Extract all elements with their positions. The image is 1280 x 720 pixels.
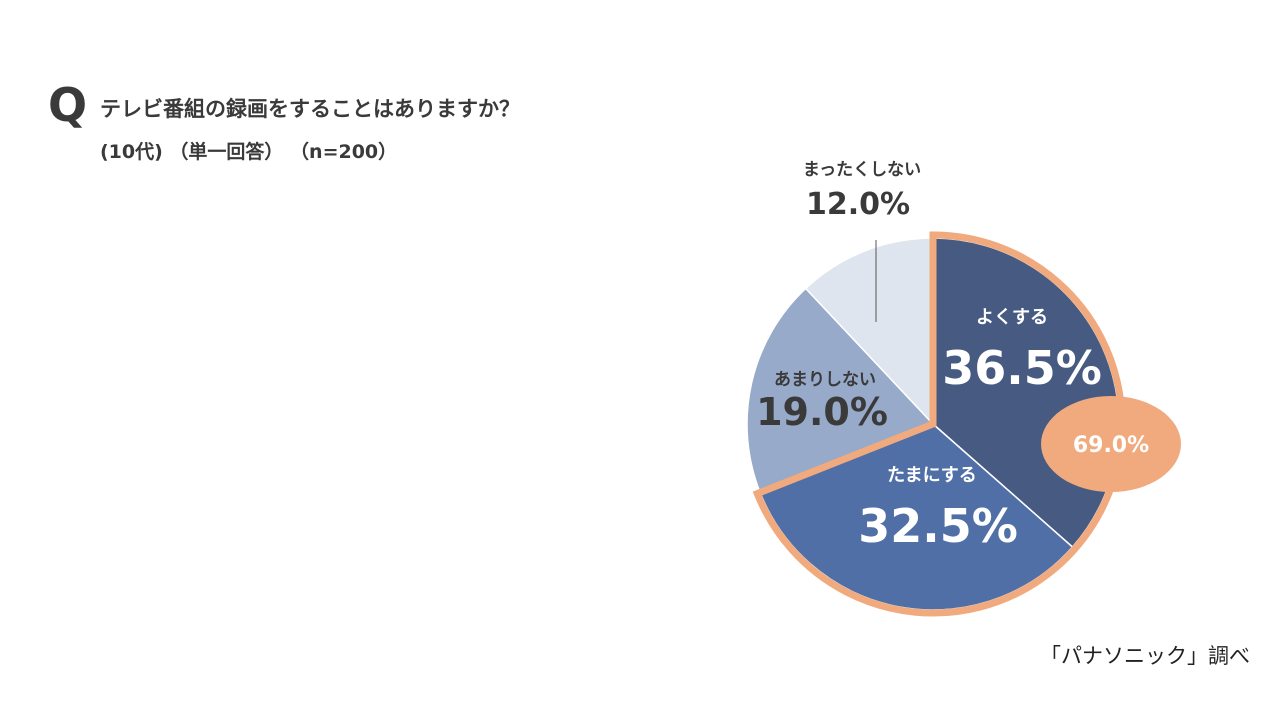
slice-value-4: 12.0% [806,187,910,222]
slice-label-2: たまにする [887,465,977,486]
slice-value-1: 36.5% [942,341,1102,395]
pie-slice-4 [804,237,934,426]
question-text: テレビ番組の録画をすることはありますか？ [100,97,520,121]
highlight-total-value: 69.0% [1073,433,1149,458]
question-subtitle: (10代) （単一回答） （n=200） [100,141,398,163]
slice-value-2: 32.5% [858,499,1018,553]
highlight-total-badge [1041,396,1181,492]
slice-label-1: よくする [976,307,1048,328]
slice-label-3: あまりしない [774,370,876,390]
slice-label-4: まったくしない [803,160,921,180]
source-note: 「パナソニック」調べ [1040,644,1250,668]
highlight-outline [752,231,1126,617]
slice-value-3: 19.0% [756,390,888,434]
question-mark: Q [48,78,88,132]
